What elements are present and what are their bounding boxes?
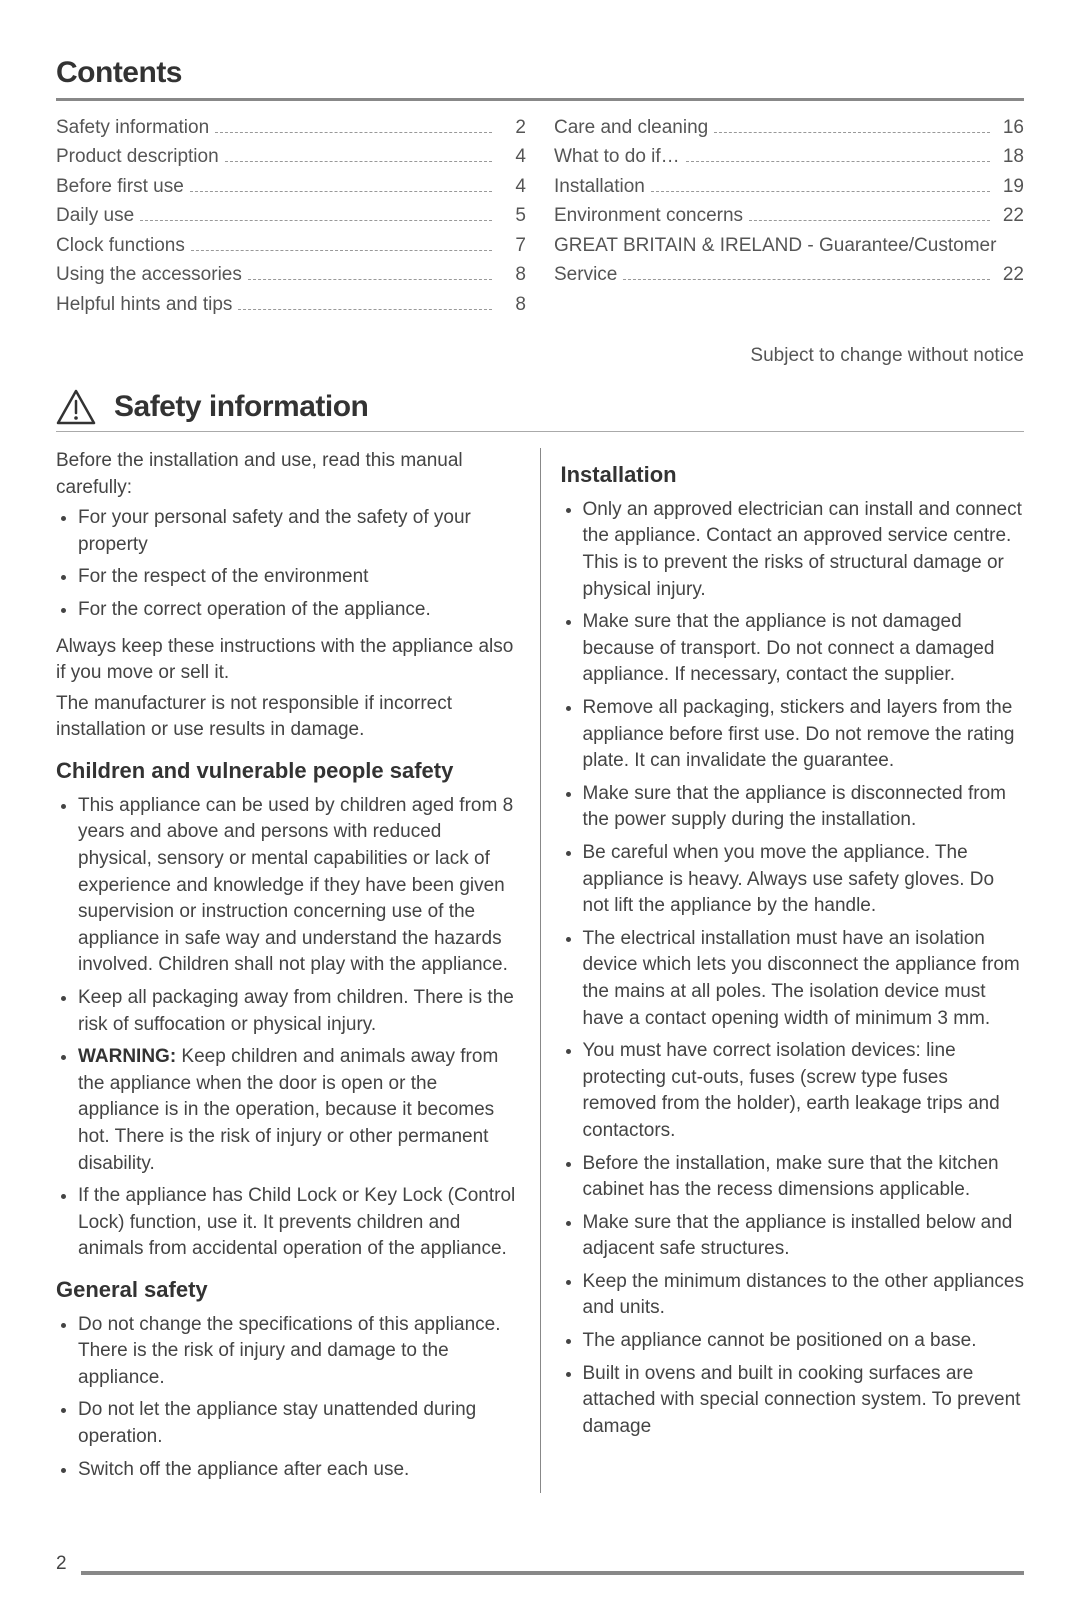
list-item: The electrical installation must have an… — [583, 926, 1025, 1032]
list-item: Keep all packaging away from children. T… — [78, 985, 520, 1038]
list-item: Built in ovens and built in cooking surf… — [583, 1361, 1025, 1441]
list-item: Keep the minimum distances to the other … — [583, 1269, 1025, 1322]
toc-row: Product description 4 — [56, 142, 526, 171]
toc-col-right: Care and cleaning16What to do if…18Insta… — [554, 113, 1024, 319]
toc-label: What to do if… — [554, 142, 680, 171]
toc-label: Daily use — [56, 201, 134, 230]
footer-bar — [81, 1571, 1024, 1575]
toc-leader — [215, 116, 492, 133]
list-item: The appliance cannot be positioned on a … — [583, 1328, 1025, 1355]
toc-page: 16 — [996, 113, 1024, 142]
warning-icon — [56, 389, 96, 425]
table-of-contents: Safety information2Product description4B… — [56, 113, 1024, 319]
toc-row: Clock functions 7 — [56, 231, 526, 260]
safety-heading: Safety information — [114, 390, 368, 424]
list-item: Make sure that the appliance is not dama… — [583, 609, 1025, 689]
toc-page: 18 — [996, 142, 1024, 171]
toc-leader — [225, 145, 492, 162]
toc-label: Product description — [56, 142, 219, 171]
page-footer: 2 — [56, 1553, 1024, 1575]
children-bullets: This appliance can be used by children a… — [56, 793, 520, 1263]
toc-row: Helpful hints and tips 8 — [56, 290, 526, 319]
list-item: If the appliance has Child Lock or Key L… — [78, 1183, 520, 1263]
list-item: Do not let the appliance stay unattended… — [78, 1397, 520, 1450]
toc-leader — [190, 175, 492, 192]
toc-page: 8 — [498, 260, 526, 289]
list-item: Switch off the appliance after each use. — [78, 1457, 520, 1484]
toc-leader — [714, 116, 990, 133]
list-item: This appliance can be used by children a… — [78, 793, 520, 979]
children-heading: Children and vulnerable people safety — [56, 756, 520, 787]
intro-after-1: Always keep these instructions with the … — [56, 634, 520, 687]
list-item: Remove all packaging, stickers and layer… — [583, 695, 1025, 775]
page-number: 2 — [56, 1553, 67, 1575]
toc-page: 7 — [498, 231, 526, 260]
toc-leader — [238, 293, 492, 310]
toc-page: 4 — [498, 172, 526, 201]
toc-row: What to do if… 18 — [554, 142, 1024, 171]
toc-label: Safety information — [56, 113, 209, 142]
toc-label: Helpful hints and tips — [56, 290, 232, 319]
toc-label: Before first use — [56, 172, 184, 201]
toc-label: Installation — [554, 172, 645, 201]
intro-bullets: For your personal safety and the safety … — [56, 505, 520, 623]
list-item: Be careful when you move the appliance. … — [583, 840, 1025, 920]
list-item: Only an approved electrician can install… — [583, 497, 1025, 603]
list-item-warning: WARNING: Keep children and animals away … — [78, 1044, 520, 1177]
change-notice: Subject to change without notice — [56, 345, 1024, 367]
warning-label: WARNING: — [78, 1046, 176, 1067]
general-bullets: Do not change the specifications of this… — [56, 1312, 520, 1484]
toc-row: Care and cleaning 16 — [554, 113, 1024, 142]
toc-label: Service — [554, 260, 617, 289]
toc-leader — [191, 234, 492, 251]
body-col-right: Installation Only an approved electricia… — [541, 448, 1025, 1493]
toc-label: Clock functions — [56, 231, 185, 260]
toc-leader — [686, 145, 990, 162]
toc-row: GREAT BRITAIN & IRELAND - Guarantee/Cust… — [554, 231, 1024, 290]
toc-leader — [651, 175, 990, 192]
toc-row: Environment concerns 22 — [554, 201, 1024, 230]
toc-leader — [248, 263, 492, 280]
intro-after-2: The manufacturer is not responsible if i… — [56, 691, 520, 744]
list-item: For the respect of the environment — [78, 564, 520, 591]
divider-thick — [56, 98, 1024, 101]
toc-page: 19 — [996, 172, 1024, 201]
toc-page: 22 — [996, 260, 1024, 289]
list-item: Make sure that the appliance is disconne… — [583, 781, 1025, 834]
toc-row: Safety information 2 — [56, 113, 526, 142]
toc-label: Environment concerns — [554, 201, 743, 230]
list-item: Make sure that the appliance is installe… — [583, 1210, 1025, 1263]
toc-col-left: Safety information2Product description4B… — [56, 113, 526, 319]
installation-bullets: Only an approved electrician can install… — [561, 497, 1025, 1441]
toc-row: Daily use 5 — [56, 201, 526, 230]
toc-page: 2 — [498, 113, 526, 142]
toc-label: Using the accessories — [56, 260, 242, 289]
toc-label: GREAT BRITAIN & IRELAND - Guarantee/Cust… — [554, 231, 1024, 260]
toc-label: Care and cleaning — [554, 113, 708, 142]
toc-page: 22 — [996, 201, 1024, 230]
toc-page: 4 — [498, 142, 526, 171]
toc-page: 5 — [498, 201, 526, 230]
contents-heading: Contents — [56, 56, 1024, 90]
body-col-left: Before the installation and use, read th… — [56, 448, 541, 1493]
toc-page: 8 — [498, 290, 526, 319]
list-item: For your personal safety and the safety … — [78, 505, 520, 558]
list-item: You must have correct isolation devices:… — [583, 1038, 1025, 1144]
divider-thin — [56, 431, 1024, 432]
body-columns: Before the installation and use, read th… — [56, 448, 1024, 1493]
toc-row: Using the accessories 8 — [56, 260, 526, 289]
general-heading: General safety — [56, 1275, 520, 1306]
toc-leader — [140, 204, 492, 221]
toc-row: Service 22 — [554, 260, 1024, 289]
toc-row: Before first use 4 — [56, 172, 526, 201]
toc-leader — [749, 204, 990, 221]
safety-header: Safety information — [56, 389, 1024, 425]
list-item: Do not change the specifications of this… — [78, 1312, 520, 1392]
intro-line: Before the installation and use, read th… — [56, 448, 520, 501]
installation-heading: Installation — [561, 460, 1025, 491]
list-item: For the correct operation of the applian… — [78, 597, 520, 624]
toc-leader — [623, 263, 990, 280]
toc-row: Installation 19 — [554, 172, 1024, 201]
list-item: Before the installation, make sure that … — [583, 1151, 1025, 1204]
